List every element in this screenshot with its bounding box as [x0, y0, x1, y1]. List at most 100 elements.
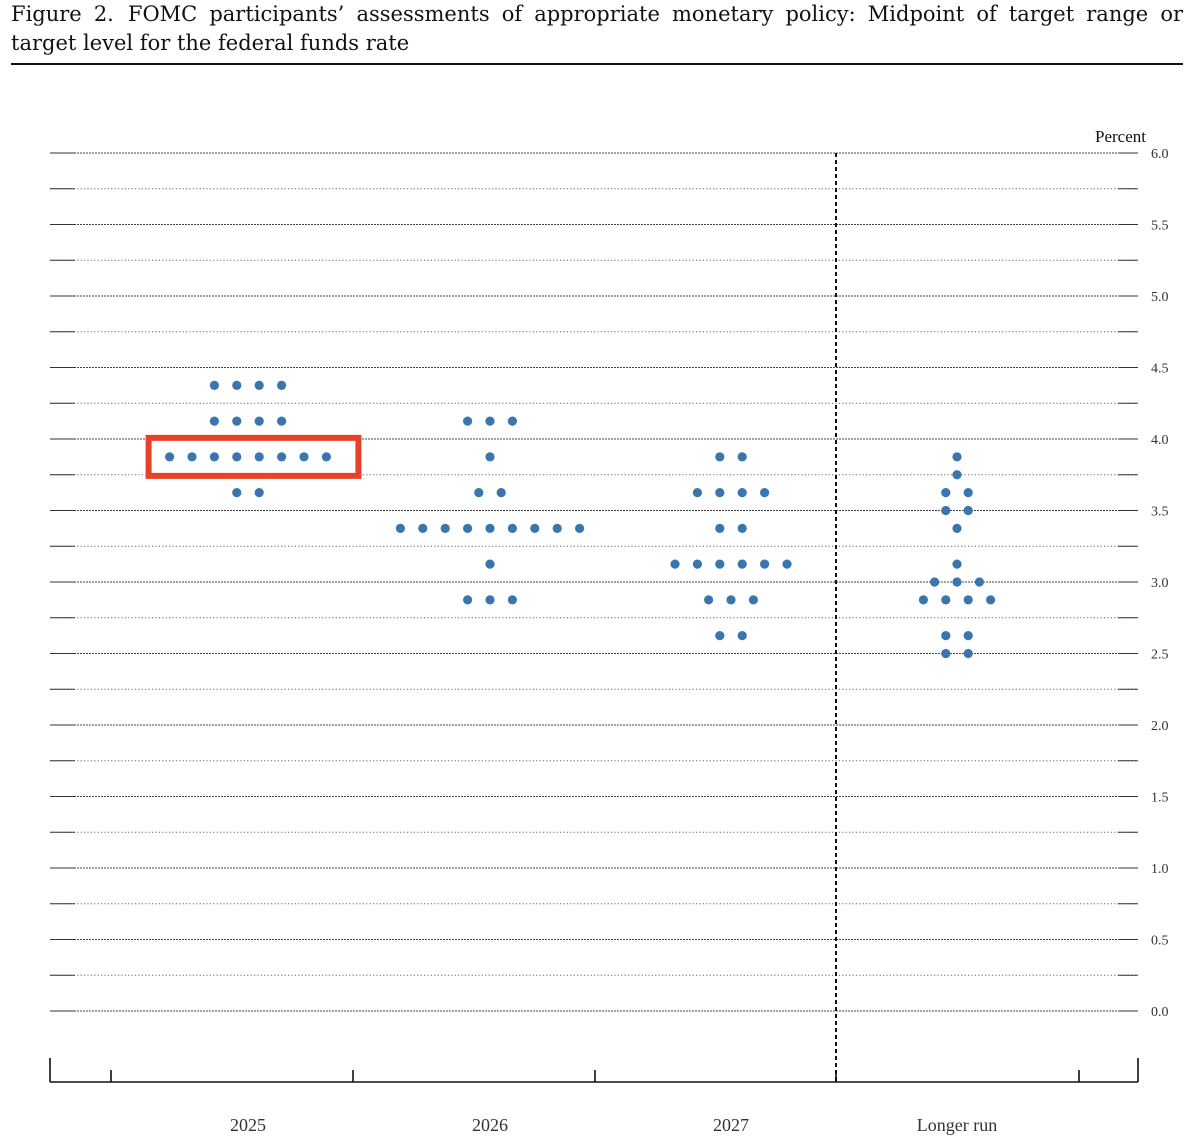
participant-dot	[395, 523, 405, 533]
participant-dot	[692, 559, 703, 569]
participant-dot	[760, 559, 770, 569]
y-tick-label: 3.0	[1151, 576, 1169, 591]
participant-dot	[704, 595, 714, 605]
participant-dot	[209, 416, 219, 426]
axes	[49, 153, 1139, 1083]
participant-dot	[463, 523, 473, 533]
participant-dot	[963, 631, 973, 641]
participant-dot	[277, 452, 287, 462]
participant-dot	[474, 488, 484, 498]
participant-dot	[277, 416, 287, 426]
participant-dot	[692, 488, 703, 498]
participant-dot	[986, 595, 996, 605]
participant-dot	[530, 523, 540, 533]
y-tick-label: 3.5	[1151, 505, 1169, 520]
participant-dot	[232, 452, 242, 462]
participant-dot	[496, 488, 506, 498]
participant-dot	[299, 452, 309, 462]
figure-caption: Figure 2. FOMC participants’ assessments …	[11, 0, 1183, 58]
highlight-box	[145, 434, 362, 479]
participant-dot	[963, 505, 973, 516]
participant-dot	[321, 452, 331, 462]
participant-dot	[418, 523, 428, 533]
participant-dot	[552, 523, 562, 533]
participant-dot	[715, 488, 725, 498]
labels: 6.0 5.5 5.0 4.5 4.0 3.5 3.0 2.5 2.0 1.5 1.0 0.5 0.0 P…	[230, 127, 1169, 1135]
x-category-label: 2025	[230, 1115, 266, 1135]
participant-dot	[232, 416, 242, 426]
participant-dot	[485, 416, 495, 426]
participant-dot	[941, 648, 951, 659]
participant-dot	[463, 416, 473, 426]
participant-dot	[715, 523, 725, 533]
participant-dot	[440, 523, 450, 533]
participant-dot	[507, 416, 517, 426]
participant-dot	[485, 559, 495, 569]
participant-dot	[748, 595, 759, 605]
figure-title: FOMC participants’ assessments of approp…	[11, 2, 1183, 55]
participant-dot	[963, 595, 973, 605]
participant-dot	[715, 452, 725, 462]
participant-dot	[254, 380, 264, 390]
participant-dot	[952, 452, 962, 462]
participant-dot	[715, 559, 725, 569]
participant-dot	[760, 488, 770, 498]
y-tick-label: 1.0	[1151, 862, 1169, 877]
participant-dot	[726, 595, 736, 605]
participant-dot	[209, 452, 219, 462]
participant-dot	[963, 488, 973, 498]
participant-dot	[463, 595, 473, 605]
participant-dot	[941, 631, 951, 641]
caption-rule	[11, 63, 1183, 65]
y-axis-unit-label: Percent	[1095, 127, 1146, 146]
participant-dot	[254, 452, 264, 462]
participant-dot	[485, 523, 495, 533]
participant-dot	[782, 559, 792, 569]
participant-dot	[918, 595, 929, 605]
y-tick-label: 0.0	[1151, 1005, 1169, 1020]
participant-dot	[187, 452, 197, 462]
participant-dot	[952, 470, 962, 480]
participant-dot	[737, 488, 747, 498]
participant-dot	[507, 595, 517, 605]
y-tick-label: 2.0	[1151, 719, 1169, 734]
participant-dot	[941, 595, 951, 605]
participant-dot	[963, 648, 973, 659]
participant-dot	[930, 577, 940, 587]
x-category-label: Longer run	[917, 1115, 997, 1135]
y-tick-label: 2.5	[1151, 648, 1169, 663]
x-category-label: 2026	[472, 1115, 508, 1135]
participant-dot	[485, 595, 495, 605]
participant-dot	[507, 523, 517, 533]
y-tick-label: 6.0	[1151, 147, 1169, 162]
participant-dot	[670, 559, 680, 569]
y-tick-label: 0.5	[1151, 934, 1169, 949]
participant-dot	[941, 488, 951, 498]
participant-dot	[737, 631, 747, 641]
dots	[145, 380, 996, 659]
participant-dot	[952, 523, 962, 533]
y-tick-label: 1.5	[1151, 791, 1169, 806]
participant-dot	[941, 505, 951, 516]
participant-dot	[485, 452, 495, 462]
participant-dot	[232, 488, 242, 498]
participant-dot	[254, 416, 264, 426]
participant-dot	[737, 523, 747, 533]
participant-dot	[715, 631, 725, 641]
participant-dot	[737, 559, 747, 569]
figure-label: Figure 2.	[11, 2, 114, 26]
participant-dot	[952, 577, 962, 587]
x-category-label: 2027	[713, 1115, 749, 1135]
participant-dot	[737, 452, 747, 462]
participant-dot	[974, 577, 985, 587]
y-tick-label: 5.0	[1151, 290, 1169, 305]
participant-dot	[952, 559, 962, 569]
y-tick-label: 5.5	[1151, 219, 1169, 234]
participant-dot	[254, 488, 264, 498]
participant-dot	[575, 523, 585, 533]
participant-dot	[232, 380, 242, 390]
participant-dot	[277, 380, 287, 390]
participant-dot	[209, 380, 219, 390]
y-tick-label: 4.5	[1151, 362, 1169, 377]
